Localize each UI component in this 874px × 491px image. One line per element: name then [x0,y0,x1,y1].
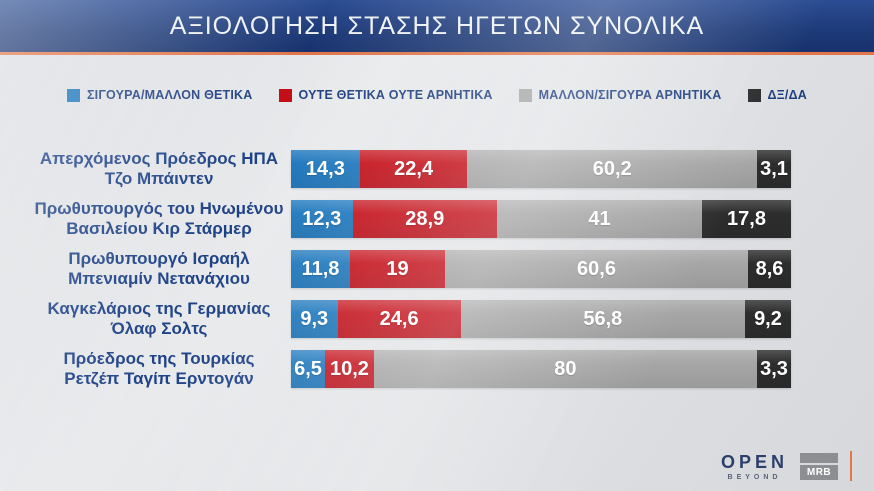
row-label-line: Πρωθυπουργός του Ηνωμένου [34,198,284,218]
row-label-line: Ρετζέπ Ταγίπ Ερντογάν [64,369,254,388]
row-label-line: Βασιλείου Κιρ Στάρμερ [66,219,252,238]
stacked-bar: 12,3 28,9 41 17,8 [291,200,791,238]
bar-value-label: 12,3 [302,207,342,230]
bar-segment: 28,9 [352,200,497,238]
bar-value-label: 10,2 [329,357,369,380]
bar-segment: 19 [350,250,445,288]
stacked-bar: 14,3 22,4 60,2 3,1 [291,150,791,188]
table-row: Πρόεδρος της Τουρκίας Ρετζέπ Ταγίπ Ερντογ… [34,349,874,389]
bar-segment: 60,6 [445,250,748,288]
legend-label: ΜΑΛΛΟΝ/ΣΙΓΟΥΡΑ ΑΡΝΗΤΙΚΑ [538,88,722,102]
bar-segment: 80 [373,350,757,388]
bar-value-label: 28,9 [405,207,445,230]
row-label: Απερχόμενος Πρόεδρος ΗΠΑ Τζο Μπάιντεν [34,149,284,189]
stacked-bar: 6,5 10,2 80 3,3 [291,350,791,388]
row-label: Καγκελάριος της Γερμανίας Όλαφ Σολτς [34,299,284,339]
bar-segment: 14,3 [291,150,360,188]
row-label: Πρόεδρος της Τουρκίας Ρετζέπ Ταγίπ Ερντογ… [34,349,284,389]
bar-value-label: 9,3 [300,307,329,330]
footer: OPEN BEYOND MRB [721,451,852,481]
stacked-bar: 11,8 19 60,6 8,6 [291,250,791,288]
dark-square-swatch [747,88,761,102]
stacked-bar: 9,3 24,6 56,8 9,2 [291,300,791,338]
row-label-line: Καγκελάριος της Γερμανίας [47,298,271,318]
red-square-swatch [278,88,292,102]
row-label-line: Πρόεδρος της Τουρκίας [63,348,255,368]
bar-value-label: 8,6 [755,257,784,280]
bar-segment: 6,5 [291,350,325,388]
title-banner: ΑΞΙΟΛΟΓΗΣΗ ΣΤΑΣΗΣ ΗΓΕΤΩΝ ΣΥΝΟΛΙΚΑ [0,0,874,52]
legend-item: ΟΥΤΕ ΘΕΤΙΚΑ ΟΥΤΕ ΑΡΝΗΤΙΚΑ [278,88,493,102]
legend-label: ΔΞ/ΔΑ [767,88,808,102]
open-channel-logo: OPEN BEYOND [721,452,788,481]
bar-segment: 3,3 [757,350,791,388]
bar-value-label: 24,6 [379,307,419,330]
bar-value-label: 17,8 [727,207,766,230]
row-label: Πρωθυπουργός του Ηνωμένου Βασιλείου Κιρ Σ… [34,199,284,239]
bar-value-label: 14,3 [305,157,345,180]
bar-value-label: 60,6 [577,257,616,280]
bar-segment: 11,8 [291,250,350,288]
bar-value-label: 9,2 [754,307,782,330]
row-label-line: Τζο Μπάιντεν [104,169,214,188]
legend-item: ΣΙΓΟΥΡΑ/ΜΑΛΛΟΝ ΘΕΤΙΚΑ [66,88,253,102]
mrb-logo-text: MRB [800,464,838,480]
bar-segment: 60,2 [467,150,757,188]
table-row: Πρωθυπουργό Ισραήλ Μπενιαμίν Νετανάχιου 11… [34,249,874,289]
row-label-line: Μπενιαμίν Νετανάχιου [68,269,250,288]
row-label-line: Πρωθυπουργό Ισραήλ [68,248,250,268]
bar-value-label: 80 [554,357,577,380]
accent-line [0,52,874,55]
bar-value-label: 3,1 [760,157,788,180]
bar-segment: 3,1 [756,150,791,188]
orange-divider [850,451,852,481]
bar-segment: 9,2 [744,300,791,338]
chart-rows: Απερχόμενος Πρόεδρος ΗΠΑ Τζο Μπάιντεν 14,3… [0,149,874,389]
bar-segment: 24,6 [337,300,461,338]
legend-item: ΜΑΛΛΟΝ/ΣΙΓΟΥΡΑ ΑΡΝΗΤΙΚΑ [518,88,722,102]
row-label-line: Απερχόμενος Πρόεδρος ΗΠΑ [39,148,279,168]
open-logo-text: OPEN [720,451,788,472]
row-label: Πρωθυπουργό Ισραήλ Μπενιαμίν Νετανάχιου [34,249,284,289]
legend-item: ΔΞ/ΔΑ [747,88,808,102]
open-logo-subtext: BEYOND [727,473,782,481]
bar-value-label: 41 [588,207,611,230]
table-row: Απερχόμενος Πρόεδρος ΗΠΑ Τζο Μπάιντεν 14,3… [34,149,874,189]
bar-segment: 9,3 [291,300,338,338]
bar-value-label: 11,8 [301,257,340,280]
bar-segment: 41 [497,200,702,238]
bar-value-label: 3,3 [760,357,788,380]
bar-value-label: 60,2 [592,157,632,180]
legend-label: ΟΥΤΕ ΘΕΤΙΚΑ ΟΥΤΕ ΑΡΝΗΤΙΚΑ [298,88,493,102]
legend-label: ΣΙΓΟΥΡΑ/ΜΑΛΛΟΝ ΘΕΤΙΚΑ [86,88,253,102]
gray-square-swatch [518,88,532,102]
bar-segment: 12,3 [291,200,353,238]
bar-segment: 8,6 [748,250,791,288]
table-row: Καγκελάριος της Γερμανίας Όλαφ Σολτς 9,3 24… [34,299,874,339]
mrb-logo: MRB [800,452,838,480]
bar-value-label: 56,8 [583,307,623,330]
page-title: ΑΞΙΟΛΟΓΗΣΗ ΣΤΑΣΗΣ ΗΓΕΤΩΝ ΣΥΝΟΛΙΚΑ [169,11,705,40]
bar-value-label: 19 [386,257,409,280]
bar-value-label: 22,4 [394,157,434,180]
bar-segment: 17,8 [702,200,791,238]
mrb-logo-bar [800,452,838,463]
table-row: Πρωθυπουργός του Ηνωμένου Βασιλείου Κιρ Σ… [34,199,874,239]
bar-value-label: 6,5 [294,357,322,380]
bar-segment: 22,4 [359,150,468,188]
row-label-line: Όλαφ Σολτς [110,319,208,338]
legend: ΣΙΓΟΥΡΑ/ΜΑΛΛΟΝ ΘΕΤΙΚΑ ΟΥΤΕ ΘΕΤΙΚΑ ΟΥΤΕ ΑΡ… [0,88,874,102]
blue-square-swatch [66,88,80,102]
bar-segment: 56,8 [460,300,745,338]
bar-segment: 10,2 [325,350,374,388]
